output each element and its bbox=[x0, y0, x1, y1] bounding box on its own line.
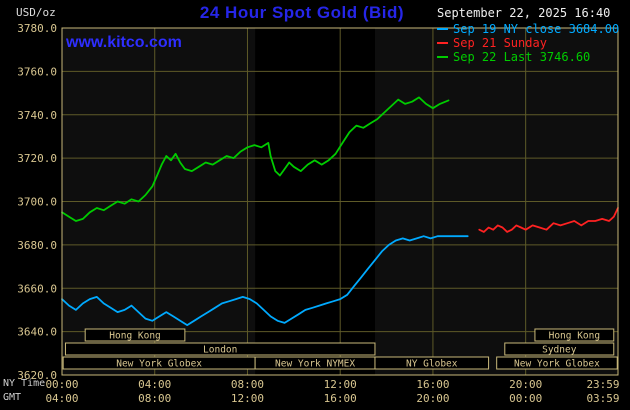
kitco-website-link[interactable]: www.kitco.com bbox=[66, 34, 182, 51]
legend-label-sep19: Sep 19 NY close 3684.00 bbox=[453, 22, 620, 36]
chart-title: 24 Hour Spot Gold (Bid) bbox=[199, 3, 405, 22]
x-tick-ny-time: 08:00 bbox=[231, 378, 264, 391]
y-axis-tick-label: 3660.0 bbox=[17, 282, 57, 295]
session-label: Sydney bbox=[542, 345, 577, 356]
series-line-sep21 bbox=[478, 207, 619, 233]
session-box bbox=[64, 342, 376, 356]
x-tick-ny-time: 16:00 bbox=[416, 378, 449, 391]
x-tick-ny-time: 00:00 bbox=[45, 378, 78, 391]
session-box bbox=[84, 328, 186, 342]
x-tick-ny-time: 12:00 bbox=[324, 378, 357, 391]
y-axis-tick-label: 3680.0 bbox=[17, 239, 57, 252]
legend: Sep 19 NY close 3684.00 Sep 21 Sunday Se… bbox=[437, 22, 619, 64]
legend-label-sep21: Sep 21 Sunday bbox=[453, 36, 547, 50]
x-tick-ny-time: 20:00 bbox=[509, 378, 542, 391]
x-tick-gmt: 08:00 bbox=[138, 392, 171, 405]
series-line-sep19 bbox=[61, 235, 469, 327]
y-axis-tick-label: 3780.0 bbox=[17, 22, 57, 35]
session-label: New York Globex bbox=[514, 359, 600, 370]
legend-item-sep22: Sep 22 Last 3746.60 bbox=[437, 50, 619, 64]
legend-line-swatch-sep22 bbox=[437, 56, 448, 58]
session-box bbox=[534, 328, 615, 342]
datetime-label: September 22, 2025 16:40 bbox=[437, 6, 611, 20]
x-tick-gmt: 04:00 bbox=[45, 392, 78, 405]
session-label: Hong Kong bbox=[549, 331, 600, 342]
gmt-axis-label: GMT bbox=[3, 392, 22, 403]
y-axis-tick-label: 3640.0 bbox=[17, 326, 57, 339]
x-tick-ny-time: 04:00 bbox=[138, 378, 171, 391]
y-axis-tick-label: 3620.0 bbox=[17, 369, 57, 382]
session-box bbox=[504, 342, 615, 356]
session-label: Hong Kong bbox=[109, 331, 160, 342]
session-label: New York Globex bbox=[116, 359, 202, 370]
plot-frame bbox=[61, 27, 619, 376]
x-tick-gmt: 12:00 bbox=[231, 392, 264, 405]
x-tick-gmt: 00:00 bbox=[509, 392, 542, 405]
unit-label: USD/oz bbox=[16, 6, 56, 19]
legend-item-sep19: Sep 19 NY close 3684.00 bbox=[437, 22, 619, 36]
y-axis-tick-label: 3720.0 bbox=[17, 152, 57, 165]
x-tick-gmt: 16:00 bbox=[324, 392, 357, 405]
legend-line-swatch-sep19 bbox=[437, 28, 448, 30]
legend-label-sep22: Sep 22 Last 3746.60 bbox=[453, 50, 591, 64]
y-axis-tick-label: 3700.0 bbox=[17, 196, 57, 209]
legend-item-sep21: Sep 21 Sunday bbox=[437, 36, 619, 50]
y-axis-tick-label: 3760.0 bbox=[17, 65, 57, 78]
chart-info-panel: September 22, 2025 16:40 Sep 19 NY close… bbox=[437, 6, 619, 64]
session-label: NY Globex bbox=[406, 359, 458, 370]
session-box bbox=[374, 356, 490, 370]
x-tick-ny-time: 23:59 bbox=[586, 378, 619, 391]
x-tick-gmt: 03:59 bbox=[586, 392, 619, 405]
x-tick-gmt: 20:00 bbox=[416, 392, 449, 405]
ny-time-axis-label: NY Time bbox=[3, 378, 46, 389]
series-line-sep22 bbox=[61, 96, 450, 222]
session-box bbox=[496, 356, 618, 370]
session-label: London bbox=[203, 345, 237, 356]
session-label: New York NYMEX bbox=[275, 359, 355, 370]
y-axis-tick-label: 3740.0 bbox=[17, 109, 57, 122]
legend-line-swatch-sep21 bbox=[437, 42, 448, 44]
